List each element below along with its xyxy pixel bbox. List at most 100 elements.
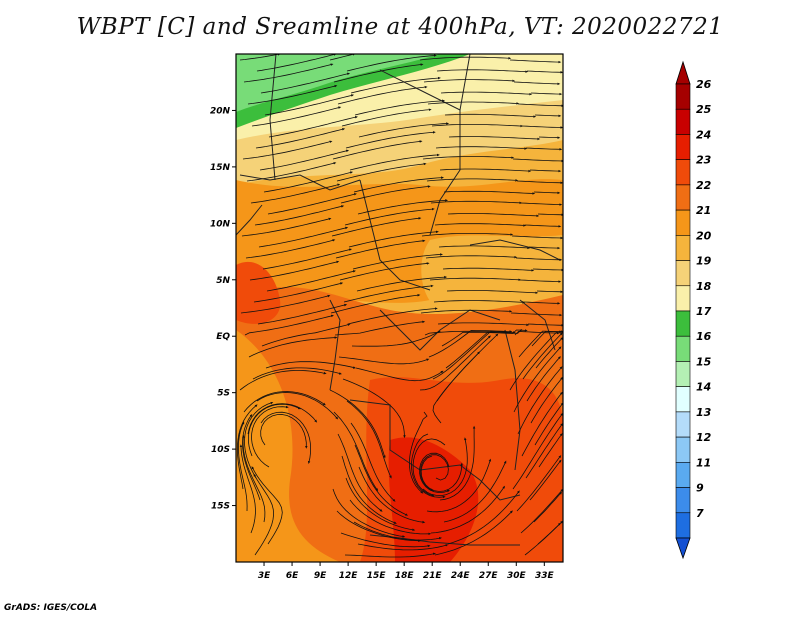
streamline [420,309,513,314]
streamline [344,552,436,558]
streamline [242,413,261,501]
streamline [258,226,349,248]
streamline [260,414,308,449]
streamline [430,485,506,534]
colorbar-swatch [675,436,691,463]
lon-tick-label: 21E [423,571,443,581]
streamline [347,307,438,325]
streamline [358,466,426,524]
streamline [354,99,445,116]
streamline [524,520,563,556]
streamline [518,330,563,358]
streamline [532,268,563,272]
streamline [432,330,507,380]
streamline [512,412,563,490]
band-21b [236,330,340,562]
lat-tick-label: 5S [217,389,230,399]
streamline [349,153,440,171]
streamline [428,329,513,358]
streamline [529,459,562,501]
streamline [252,367,342,380]
streamline [338,356,430,365]
colorbar-swatch [675,512,691,539]
streamline [524,224,562,228]
streamline [255,128,346,149]
grads-credit: GrADS: IGES/COLA [4,603,98,613]
streamline [251,405,289,468]
colorbar: 26 25 24 23 22 21 20 19 18 17 16 15 14 13 12 11 9 7 [675,60,712,560]
colorbar-label: 18 [696,280,712,293]
lon-tick-label: 12E [339,571,359,581]
streamline [419,452,451,494]
lat-tick-label: 20N [210,106,231,116]
streamline [350,76,441,94]
streamline [522,332,563,380]
streamline [351,330,441,347]
streamline [431,124,524,128]
streamline [426,458,492,513]
streamline [342,378,406,439]
streamline [512,158,563,163]
streamline [261,323,351,347]
band-24 [388,437,479,562]
streamline [268,116,358,138]
streamline [349,499,432,536]
streamline [436,69,529,73]
streamline [511,235,563,240]
streamline [253,282,344,303]
streamline [355,367,444,382]
streamline [332,140,423,160]
streamline [443,190,536,195]
streamline [346,54,437,72]
streamline [510,312,563,317]
lat-tick-label: 15N [210,163,231,173]
streamline [340,185,431,204]
latitude-axis: 20N 15N 10N 5N EQ 5S 10S 15S [210,106,236,512]
streamline [529,169,562,173]
streamline [343,284,434,303]
band-16 [236,54,440,112]
streamline [243,391,326,413]
streamline [243,63,334,83]
streamline [509,59,562,64]
colorbar-label: 9 [696,482,704,495]
streamline [517,366,563,435]
streamline [350,422,396,502]
streamline [517,103,563,108]
streamline [422,156,515,160]
streamline [443,460,507,523]
colorbar-label: 12 [696,431,712,444]
streamline [527,323,563,327]
wbpt-shading [236,54,563,562]
streamline [242,140,333,160]
streamline [329,389,386,459]
streamline [530,376,563,424]
streamline [425,255,518,259]
colorbar-swatch [675,386,691,413]
lon-tick-label: 24E [451,571,471,581]
streamline [426,178,519,182]
lat-tick-label: 10N [210,219,231,229]
streamline [438,245,531,250]
streamline [358,122,450,138]
lon-tick-label: 15E [367,571,387,581]
streamline [526,356,561,402]
colorbar-label: 13 [696,406,712,419]
streamline [340,532,431,548]
streamline [266,270,356,292]
streamline [439,168,532,173]
streamline [525,422,563,479]
streamline [239,444,256,534]
colorbar-swatch [675,83,691,110]
streamline [341,455,397,524]
streamline [334,320,426,336]
lon-tick-label: 27E [479,571,499,581]
colorbar-swatch [675,462,691,488]
streamline [333,63,424,83]
colorbar-swatch [675,361,691,387]
map-title: WBPT [C] and Sreamline at 400hPa, VT: 20… [76,14,724,40]
colorbar-swatch [675,285,691,312]
lon-tick-label: 30E [507,571,527,581]
streamline [352,253,443,270]
